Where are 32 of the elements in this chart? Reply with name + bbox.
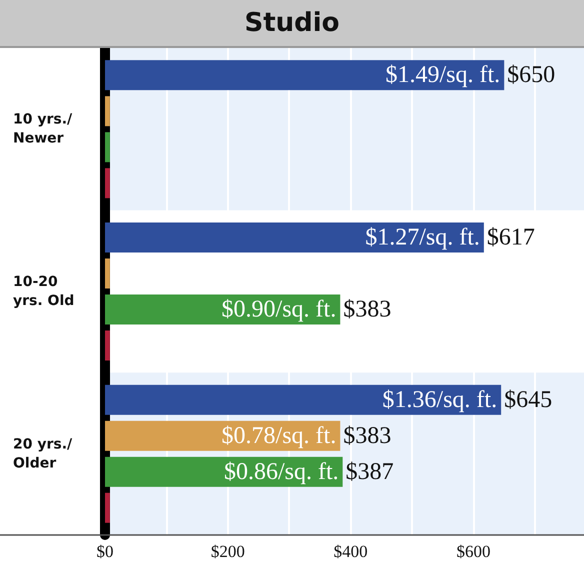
- data-label: $383: [343, 422, 392, 449]
- y-tick-label: 10-20 yrs. Old: [13, 274, 74, 309]
- bar: [105, 456, 343, 487]
- annotation: $0.90/sq. ft.: [222, 296, 336, 322]
- data-label: $383: [343, 296, 392, 322]
- bar: [105, 294, 340, 324]
- bar: [105, 258, 110, 288]
- data-label: $617: [486, 224, 535, 250]
- bar: [105, 168, 110, 198]
- x-tick-label: $200: [210, 542, 245, 561]
- bar: [105, 330, 110, 360]
- data-label: $650: [507, 62, 556, 88]
- annotation: $1.49/sq. ft.: [385, 62, 500, 88]
- bar: [105, 132, 110, 162]
- bar: [105, 96, 110, 126]
- bar: [105, 60, 504, 90]
- bar: [105, 384, 502, 415]
- annotation: $0.86/sq. ft.: [224, 458, 339, 485]
- x-tick-label: $400: [334, 542, 368, 561]
- data-label: $387: [346, 458, 394, 485]
- y-tick-label: 10 yrs./ Newer: [13, 112, 74, 147]
- bar: [105, 420, 340, 451]
- data-label: $645: [504, 386, 552, 413]
- annotation: $1.36/sq. ft.: [382, 386, 498, 413]
- chart-title: Studio: [0, 0, 584, 48]
- y-tick-label: 20 yrs./ Older: [13, 436, 74, 472]
- x-tick-label: $600: [456, 542, 490, 561]
- annotation: $1.27/sq. ft.: [365, 224, 480, 250]
- x-tick-label: $0: [96, 542, 114, 561]
- bar: [105, 222, 484, 252]
- bar: [105, 492, 110, 523]
- annotation: $0.78/sq. ft.: [222, 422, 336, 449]
